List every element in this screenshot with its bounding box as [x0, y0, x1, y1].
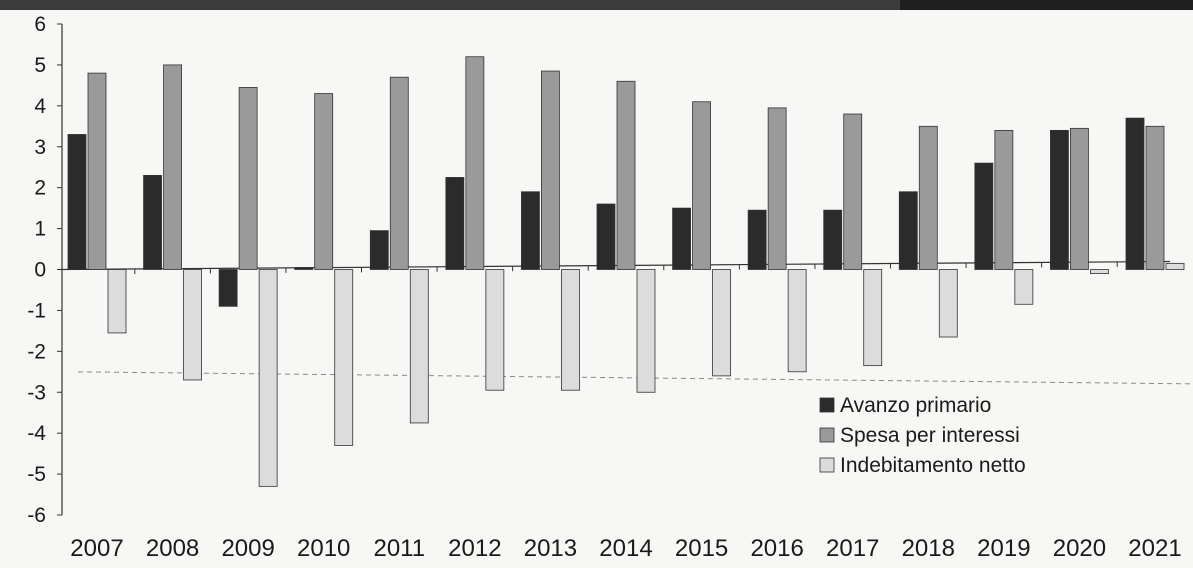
x-tick-label: 2018: [902, 535, 955, 562]
y-tick-label: 1: [34, 218, 46, 241]
x-tick-label: 2020: [1053, 535, 1106, 562]
bar-spesa-per-interessi: [692, 101, 711, 270]
y-tick-label: 5: [34, 54, 46, 77]
bar-spesa-per-interessi: [389, 76, 409, 270]
bar-indebitamento-netto: [938, 269, 958, 338]
header-band-dark: [900, 0, 1193, 10]
legend-swatch: [819, 427, 835, 443]
bar-avanzo-primario: [898, 191, 918, 270]
bar-indebitamento-netto: [561, 269, 580, 391]
y-tick-label: 6: [34, 13, 46, 36]
bar-indebitamento-netto: [258, 269, 278, 487]
x-tick-label: 2007: [70, 535, 123, 562]
bar-spesa-per-interessi: [465, 56, 485, 270]
bar-indebitamento-netto: [712, 269, 731, 377]
x-tick-label: 2016: [750, 535, 803, 562]
bar-spesa-per-interessi: [767, 107, 787, 270]
x-tick-label: 2009: [221, 535, 274, 562]
bar-avanzo-primario: [974, 162, 994, 270]
bar-spesa-per-interessi: [541, 70, 560, 270]
bar-avanzo-primario: [218, 269, 238, 307]
x-tick-label: 2019: [977, 535, 1030, 562]
bar-avanzo-primario: [823, 209, 843, 270]
bar-spesa-per-interessi: [238, 87, 258, 270]
legend-label: Indebitamento netto: [840, 454, 1026, 477]
bar-spesa-per-interessi: [1145, 125, 1165, 270]
y-tick-label: -2: [27, 340, 46, 363]
y-tick-label: 0: [34, 259, 46, 282]
bar-spesa-per-interessi: [314, 93, 334, 270]
bar-indebitamento-netto: [183, 269, 202, 381]
bar-indebitamento-netto: [485, 269, 505, 391]
y-tick-label: -1: [27, 299, 46, 322]
bar-avanzo-primario: [67, 134, 87, 270]
bar-avanzo-primario: [672, 207, 691, 270]
bar-indebitamento-netto: [409, 269, 429, 424]
bar-spesa-per-interessi: [843, 113, 863, 270]
y-tick-label: -3: [27, 381, 46, 404]
legend-swatch: [819, 397, 835, 413]
y-axis: 6 5 4 3 2 1 0 -1 -2 -3 -4 -5 -6: [27, 13, 63, 527]
bar-avanzo-primario: [445, 177, 465, 270]
x-tick-label: 2017: [826, 535, 879, 562]
x-axis: 2007 2008 2009 2010 2011 2012 2013 2014 2015 2016…: [61, 260, 1182, 562]
reference-line: [77, 371, 1191, 385]
reference-dashed-line: [77, 371, 1191, 385]
bar-avanzo-primario: [596, 203, 616, 270]
bar-spesa-per-interessi: [1070, 127, 1089, 270]
x-tick-label: 2014: [599, 535, 652, 562]
bar-indebitamento-netto: [334, 269, 354, 446]
legend-label: Spesa per interessi: [840, 424, 1020, 447]
bar-indebitamento-netto: [1165, 262, 1185, 270]
bar-indebitamento-netto: [636, 269, 656, 393]
bar-avanzo-primario: [294, 267, 314, 270]
bars: [67, 56, 1185, 487]
bar-avanzo-primario: [1125, 117, 1145, 270]
bar-avanzo-primario: [747, 209, 767, 270]
x-tick-label: 2008: [146, 535, 199, 562]
bar-spesa-per-interessi: [994, 129, 1014, 270]
legend-swatch: [819, 457, 835, 473]
bar-indebitamento-netto: [863, 269, 883, 367]
y-tick-label: -6: [27, 504, 46, 527]
bar-avanzo-primario: [143, 174, 162, 270]
x-tick-label: 2013: [524, 535, 577, 562]
y-tick-label: 2: [34, 177, 46, 200]
bar-avanzo-primario: [369, 230, 389, 270]
bar-spesa-per-interessi: [918, 125, 938, 270]
x-tick-label: 2015: [675, 535, 728, 562]
y-tick-label: -5: [27, 463, 46, 486]
x-tick-label: 2021: [1128, 535, 1181, 562]
y-tick-label: 4: [34, 95, 46, 118]
x-tick-label: 2011: [373, 535, 425, 562]
bar-indebitamento-netto: [1014, 269, 1034, 305]
bar-avanzo-primario: [1050, 129, 1069, 270]
x-tick-label: 2010: [297, 535, 350, 562]
bar-avanzo-primario: [521, 191, 540, 270]
bar-indebitamento-netto: [107, 269, 127, 334]
bar-indebitamento-netto: [787, 269, 807, 373]
y-tick-label: -4: [27, 422, 46, 445]
bar-indebitamento-netto: [1090, 269, 1109, 274]
legend: Avanzo primario Spesa per interessi Indebi…: [819, 394, 1026, 477]
y-tick-label: 3: [34, 136, 46, 159]
bar-spesa-per-interessi: [616, 80, 636, 270]
x-tick-label: 2012: [448, 535, 501, 562]
bar-spesa-per-interessi: [163, 64, 182, 270]
legend-label: Avanzo primario: [840, 394, 991, 417]
header-band: [0, 0, 1193, 10]
bar-spesa-per-interessi: [87, 72, 107, 270]
top-dark-band: [0, 0, 1193, 10]
